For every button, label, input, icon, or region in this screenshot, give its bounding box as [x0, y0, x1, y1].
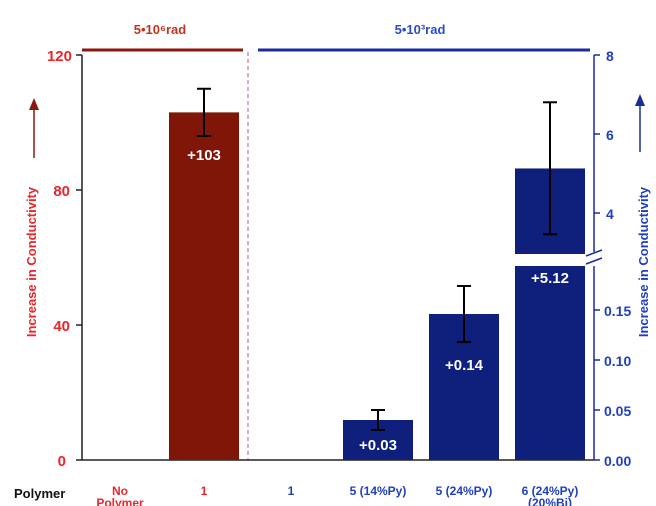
category-label: (20%Bi)	[528, 496, 572, 506]
left-tick-label: 80	[53, 183, 70, 200]
left-tick-label: 40	[53, 318, 70, 335]
right-tick-label: 6	[606, 127, 614, 143]
bar	[169, 112, 239, 460]
category-label: 1	[288, 484, 295, 498]
left-axis-arrow-head	[29, 98, 39, 110]
right-tick-label: 4	[606, 206, 614, 222]
category-label: No	[112, 484, 128, 498]
right-axis-title: Increase in Conductivity	[636, 186, 651, 337]
category-label: 1	[201, 484, 208, 498]
right-tick-label: 0.15	[604, 303, 631, 319]
category-label: Polymer	[96, 496, 144, 506]
bars-layer: +103 +0.03 +0.14 +5.12	[169, 87, 585, 460]
left-axis-title: Increase in Conductivity	[24, 186, 39, 337]
bar	[515, 266, 585, 460]
group-label-low-dose: 5•10³rad	[395, 22, 446, 37]
axis-break-mark	[585, 249, 603, 265]
category-label: 6 (24%Py)	[522, 484, 579, 498]
bar-data-label: +0.03	[359, 437, 397, 454]
bar-data-label: +0.14	[445, 357, 484, 374]
left-tick-label: 0	[58, 453, 66, 470]
category-label: 5 (14%Py)	[350, 484, 407, 498]
x-axis-title: Polymer	[14, 486, 65, 501]
right-tick-label: 8	[606, 48, 614, 64]
right-tick-label: 0.10	[604, 353, 631, 369]
bar-data-label: +5.12	[531, 270, 569, 287]
left-tick-label: 120	[47, 48, 72, 65]
right-tick-label: 0.00	[604, 453, 631, 469]
group-label-high-dose: 5•10⁶rad	[134, 22, 187, 37]
right-tick-label: 0.05	[604, 403, 631, 419]
right-axis-arrow-head	[635, 94, 645, 106]
category-label: 5 (24%Py)	[436, 484, 493, 498]
bar-data-label: +103	[187, 147, 221, 164]
